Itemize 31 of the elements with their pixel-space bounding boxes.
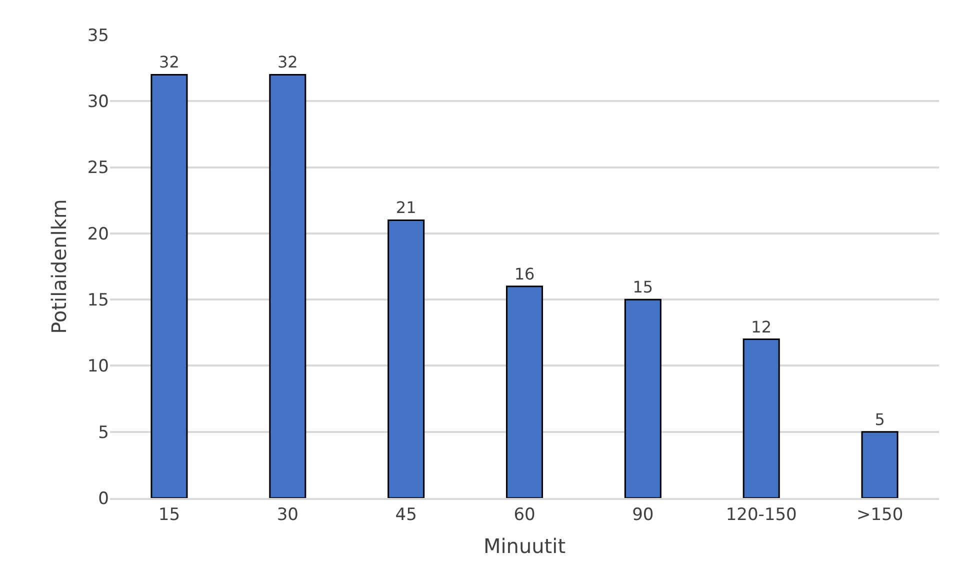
y-tick-label: 5 — [98, 422, 109, 443]
y-tick-label: 15 — [87, 290, 109, 311]
bar — [506, 286, 544, 498]
bar — [150, 74, 188, 498]
x-tick-label: 120-150 — [726, 505, 797, 526]
x-tick-label: >150 — [856, 505, 904, 526]
x-axis-title: Minuutit — [483, 534, 566, 558]
x-tick-label: 60 — [514, 505, 536, 526]
data-label: 5 — [874, 410, 885, 429]
data-label: 12 — [751, 317, 772, 336]
y-tick-label: 20 — [87, 224, 109, 244]
data-label: 21 — [396, 198, 416, 218]
data-label: 32 — [277, 52, 298, 72]
bar — [624, 298, 662, 498]
y-tick-label: 25 — [87, 158, 109, 178]
y-tick-label: 0 — [98, 488, 109, 509]
data-label: 15 — [632, 278, 654, 297]
bar — [861, 431, 898, 498]
bar — [388, 219, 425, 498]
bar — [269, 74, 306, 498]
y-tick-label: 10 — [87, 356, 109, 377]
data-label: 32 — [159, 52, 180, 72]
y-axis-title: Potilaidenlkm — [46, 199, 71, 334]
x-tick-label: 45 — [395, 505, 417, 526]
bar — [742, 338, 780, 498]
y-tick-label: 35 — [87, 26, 109, 46]
x-tick-label: 30 — [276, 505, 298, 526]
y-tick-label: 30 — [87, 92, 109, 112]
data-label: 16 — [514, 264, 535, 284]
x-tick-label: 15 — [158, 505, 180, 526]
x-tick-label: 90 — [632, 505, 654, 526]
